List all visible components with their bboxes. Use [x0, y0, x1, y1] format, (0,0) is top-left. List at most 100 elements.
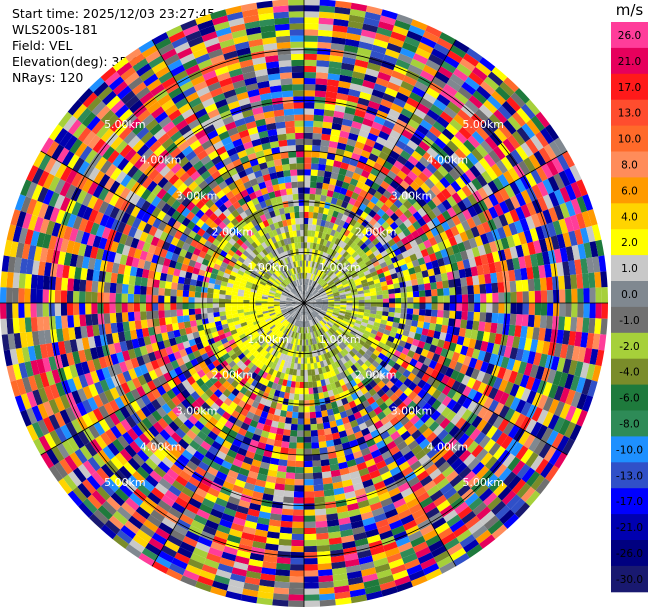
gate — [60, 303, 68, 316]
gate — [488, 193, 499, 207]
gate — [134, 311, 141, 321]
gate — [484, 322, 492, 333]
gate — [322, 282, 328, 288]
ray — [304, 303, 320, 608]
gate — [268, 519, 282, 527]
gate — [491, 524, 508, 540]
gate — [415, 251, 424, 260]
gate — [113, 342, 122, 354]
gate — [293, 344, 298, 351]
gate — [120, 501, 136, 516]
gate — [209, 393, 219, 403]
gate — [337, 424, 346, 433]
gate — [370, 256, 378, 264]
gate — [526, 201, 537, 216]
gate — [313, 317, 319, 324]
gate — [520, 142, 534, 158]
gate — [441, 188, 452, 200]
gate — [466, 475, 481, 489]
gate — [306, 357, 311, 364]
gate — [318, 264, 324, 271]
gate — [408, 24, 426, 37]
gate — [346, 203, 354, 211]
gate — [140, 277, 148, 287]
gate — [177, 322, 186, 330]
gate — [589, 287, 596, 303]
gate — [437, 257, 445, 267]
gate — [290, 337, 295, 345]
gate — [304, 479, 314, 486]
gate — [492, 216, 503, 229]
gate — [200, 425, 212, 436]
gate — [194, 261, 202, 270]
gate — [79, 445, 93, 461]
gate — [171, 501, 186, 514]
gate — [415, 161, 426, 172]
gate — [331, 236, 338, 244]
gate — [356, 287, 364, 292]
gate — [411, 320, 419, 327]
gate — [373, 141, 384, 152]
gate — [388, 194, 398, 204]
gate — [334, 245, 341, 252]
ray — [304, 88, 530, 303]
gate — [396, 345, 404, 353]
gate — [340, 473, 352, 482]
gate — [292, 304, 299, 308]
gate — [362, 246, 371, 254]
gate — [199, 263, 208, 272]
gate — [292, 298, 299, 301]
gate — [309, 193, 316, 201]
gate — [342, 318, 350, 323]
gate — [545, 315, 553, 330]
gate — [293, 319, 297, 326]
gate — [361, 219, 369, 228]
gate — [258, 318, 266, 323]
gate — [581, 210, 592, 228]
gate — [247, 345, 255, 352]
gate — [273, 336, 279, 343]
gate — [191, 273, 199, 281]
gate — [240, 355, 249, 364]
gate — [200, 374, 210, 384]
gate — [288, 309, 295, 314]
gate — [365, 68, 380, 78]
gate — [225, 590, 243, 601]
gate — [323, 207, 330, 215]
gate — [309, 248, 313, 255]
gate — [308, 254, 312, 261]
gate — [271, 501, 283, 509]
gate — [310, 326, 314, 333]
gate — [467, 388, 478, 401]
gate — [109, 282, 117, 294]
gate — [72, 467, 87, 483]
gate — [258, 283, 266, 288]
gate — [423, 480, 437, 492]
gate — [401, 347, 410, 356]
field-label: Field: VEL — [12, 38, 73, 53]
gate — [157, 417, 169, 430]
gate — [316, 237, 322, 245]
gate — [301, 321, 303, 328]
gate — [254, 374, 262, 382]
gate — [472, 275, 480, 286]
gate — [430, 282, 437, 290]
gate — [291, 301, 298, 303]
gate — [364, 484, 376, 494]
gate — [559, 202, 570, 219]
gate — [546, 369, 557, 384]
gate — [146, 391, 157, 403]
gate — [467, 193, 478, 206]
gate — [383, 270, 391, 277]
gate — [225, 406, 235, 416]
gate — [511, 130, 526, 146]
gate — [69, 227, 79, 242]
start-time-label: Start time: 2025/12/03 23:27:45 — [12, 6, 216, 21]
gate — [214, 371, 223, 381]
gate — [268, 307, 275, 311]
gate — [417, 257, 426, 266]
gate — [173, 416, 184, 428]
gate — [448, 279, 456, 288]
gate — [158, 295, 165, 303]
gate — [315, 188, 323, 195]
